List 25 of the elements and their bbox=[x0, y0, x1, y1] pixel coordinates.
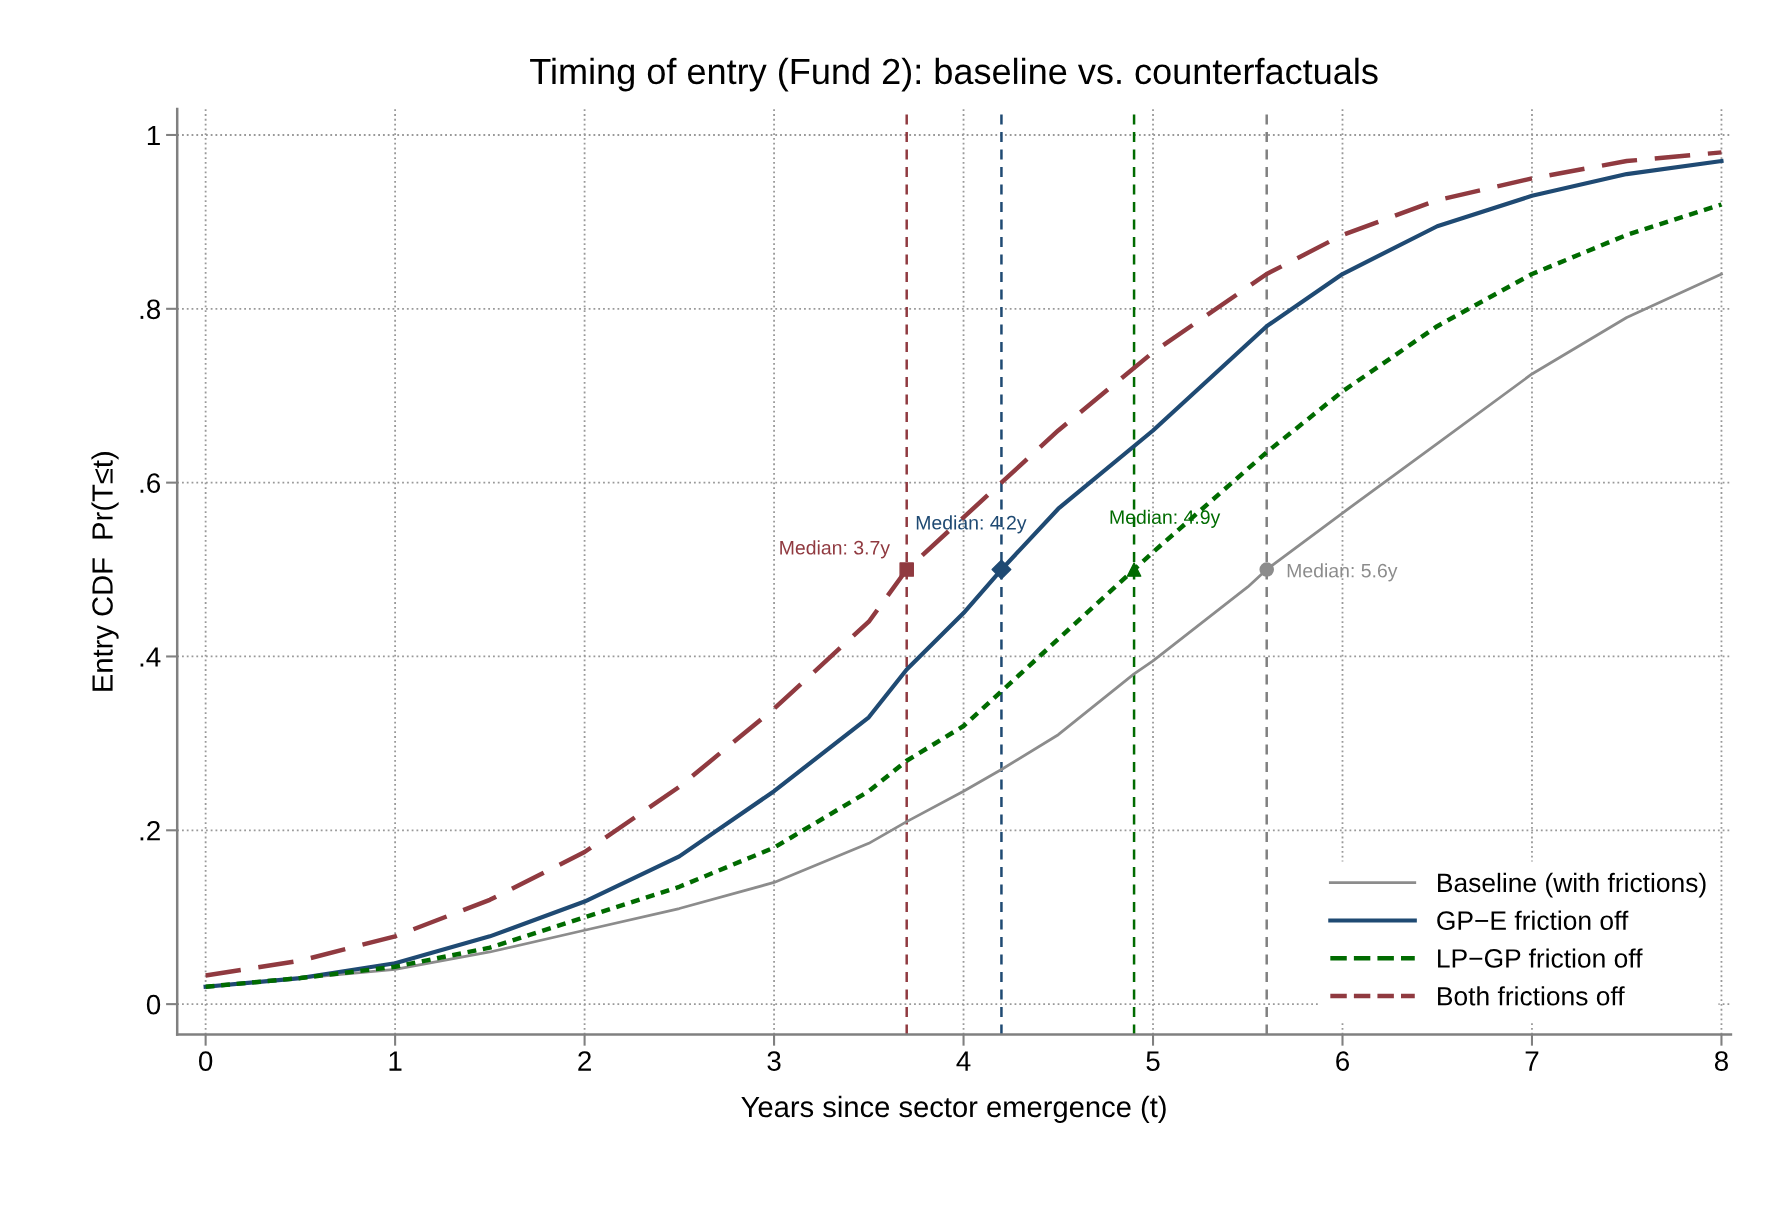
y-axis-title: Entry CDF Pr(T≤t) bbox=[91, 452, 119, 691]
chart-title: Timing of entry (Fund 2): baseline vs. counterfactuals bbox=[530, 57, 1378, 92]
y-tick-label: .8 bbox=[140, 299, 161, 320]
annotation: Median: 3.7y bbox=[780, 540, 891, 559]
legend-label: Both frictions off bbox=[1438, 986, 1625, 1006]
x-tick-label: 5 bbox=[1146, 1051, 1160, 1071]
x-axis-title: Years since sector emergence (t) bbox=[741, 1095, 1166, 1124]
legend-label: Baseline (with frictions) bbox=[1438, 872, 1706, 898]
legend-label: GP−E friction off bbox=[1437, 910, 1629, 930]
x-tick-label: 0 bbox=[198, 1051, 213, 1071]
y-tick-label: 1 bbox=[147, 125, 160, 146]
x-tick-label: 8 bbox=[1714, 1051, 1728, 1071]
x-tick-label: 7 bbox=[1525, 1051, 1539, 1071]
annotation: Median: 4.2y bbox=[916, 515, 1027, 534]
x-tick-label: 4 bbox=[956, 1051, 971, 1071]
y-tick-label: .6 bbox=[140, 473, 161, 493]
x-tick-label: 3 bbox=[767, 1051, 781, 1071]
y-tick-label: .4 bbox=[140, 647, 161, 667]
y-tick-label: .2 bbox=[140, 820, 160, 841]
y-tick-label: 0 bbox=[146, 994, 161, 1015]
x-tick-label: 6 bbox=[1336, 1051, 1349, 1071]
x-tick-label: 1 bbox=[389, 1051, 402, 1071]
x-tick-label: 2 bbox=[578, 1051, 591, 1071]
legend-label: LP−GP friction off bbox=[1438, 948, 1643, 968]
annotation: Median: 5.6y bbox=[1287, 563, 1398, 582]
